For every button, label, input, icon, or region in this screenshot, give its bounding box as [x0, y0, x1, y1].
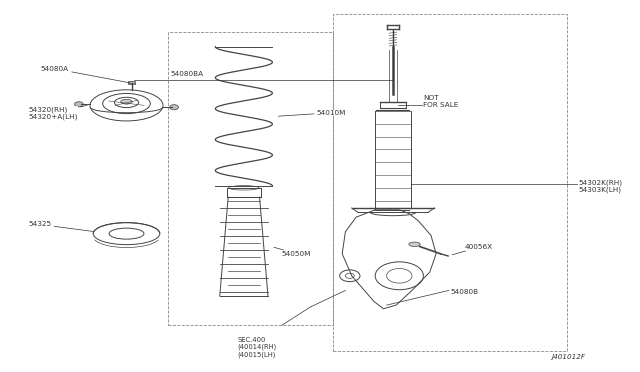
Text: J401012F: J401012F [552, 354, 586, 360]
Ellipse shape [121, 99, 132, 104]
Circle shape [74, 102, 83, 107]
Text: 54320(RH)
54320+A(LH): 54320(RH) 54320+A(LH) [28, 105, 87, 121]
Text: 54050M: 54050M [274, 247, 311, 257]
Text: 40056X: 40056X [452, 244, 493, 255]
Bar [129, 81, 135, 84]
Text: 54080BA: 54080BA [171, 71, 204, 77]
Text: 54325: 54325 [28, 221, 93, 231]
Circle shape [170, 105, 179, 110]
Text: 54302K(RH)
54303K(LH): 54302K(RH) 54303K(LH) [578, 179, 622, 193]
Text: 54010M: 54010M [278, 110, 346, 116]
Text: 54080B: 54080B [450, 289, 478, 295]
Ellipse shape [409, 242, 420, 247]
Bar [168, 32, 333, 325]
Text: NOT
FOR SALE: NOT FOR SALE [424, 95, 459, 108]
Text: 54080A: 54080A [41, 66, 130, 83]
Text: SEC.400
(40014(RH)
(40015(LH): SEC.400 (40014(RH) (40015(LH) [237, 337, 276, 358]
Bar [333, 14, 568, 351]
